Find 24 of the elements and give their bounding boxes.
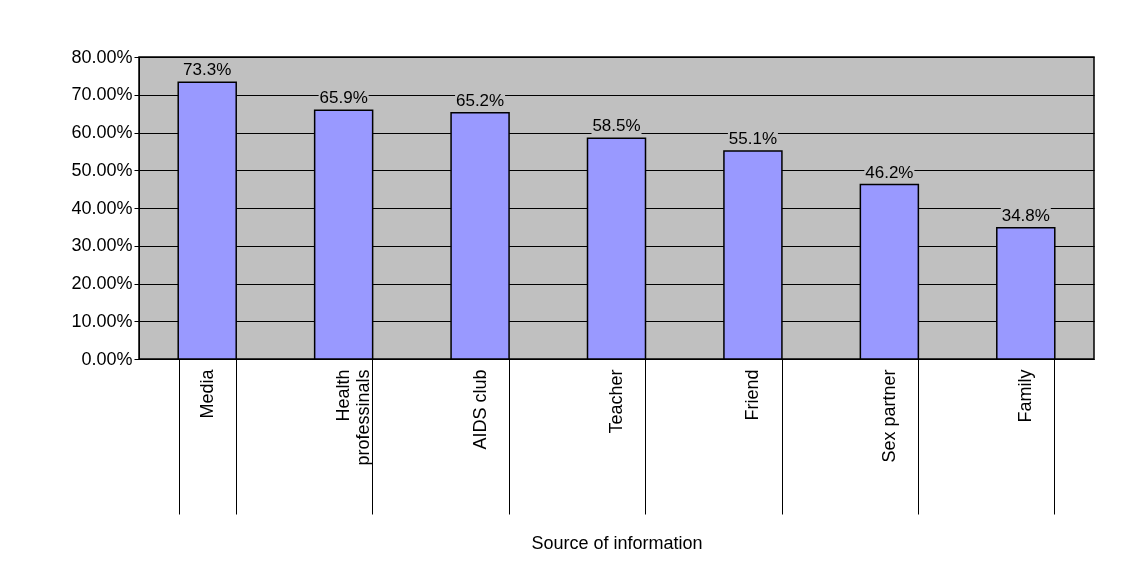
x-tick-label: Health professinals — [333, 369, 374, 466]
y-tick-label: 60.00% — [71, 122, 133, 142]
data-label: 73.3% — [183, 60, 232, 80]
x-tick-label: AIDS club — [469, 369, 490, 450]
data-label: 34.8% — [1001, 205, 1050, 225]
y-tick-label: 0.00% — [81, 348, 133, 369]
y-tick-label: 20.00% — [71, 273, 133, 293]
data-label: 65.9% — [319, 88, 368, 108]
y-tick-label: 70.00% — [71, 84, 133, 105]
y-tick-label: 10.00% — [71, 310, 133, 331]
x-axis-title: Source of information — [531, 533, 703, 553]
data-label: 58.5% — [592, 116, 641, 136]
x-tick-label: Media — [196, 368, 217, 419]
x-tick-label: Family — [1015, 369, 1036, 423]
y-tick-label: 50.00% — [71, 159, 133, 180]
y-tick-label: 80.00% — [71, 46, 133, 67]
data-label: 65.2% — [455, 90, 505, 110]
data-label: 46.2% — [865, 162, 914, 182]
data-label: 55.1% — [728, 129, 778, 148]
x-tick-label: Friend — [742, 369, 763, 421]
y-tick-label: 40.00% — [71, 197, 133, 218]
x-tick-label: Teacher — [606, 369, 626, 434]
x-tick-label: Sex partner — [878, 369, 899, 463]
y-tick-label: 30.00% — [71, 235, 133, 256]
